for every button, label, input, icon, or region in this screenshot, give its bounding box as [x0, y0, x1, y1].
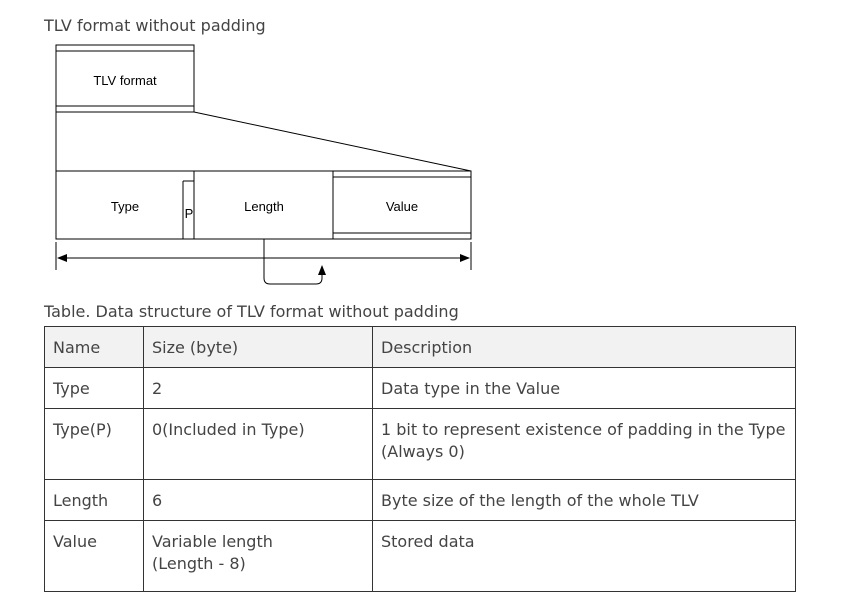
field-padding-label: P — [185, 206, 194, 221]
header-description: Description — [372, 326, 796, 368]
table-row: Type 2 Data type in the Value — [44, 367, 796, 409]
cell-size: 2 — [143, 367, 373, 409]
tlv-fields-row: Type P Length Value — [55, 170, 472, 240]
cell-size: 6 — [143, 479, 373, 521]
tlv-format-box: TLV format — [55, 44, 195, 113]
cell-name: Type(P) — [44, 408, 144, 480]
cell-size: 0(Included in Type) — [143, 408, 373, 480]
field-value-label: Value — [386, 199, 418, 214]
tlv-structure-diagram: TLV format Type P Length Value — [55, 44, 472, 285]
tlv-format-label: TLV format — [93, 73, 157, 88]
length-reference-connector — [263, 239, 326, 285]
field-length-label: Length — [244, 199, 284, 214]
header-name: Name — [44, 326, 144, 368]
cell-description: Stored data — [372, 520, 796, 592]
table-row: Length 6 Byte size of the length of the … — [44, 479, 796, 521]
field-type-label: Type — [111, 199, 139, 214]
cell-name: Value — [44, 520, 144, 592]
cell-description: Data type in the Value — [372, 367, 796, 409]
header-size: Size (byte) — [143, 326, 373, 368]
cell-description: 1 bit to represent existence of padding … — [372, 408, 796, 480]
table-row: Type(P) 0(Included in Type) 1 bit to rep… — [44, 408, 796, 480]
cell-name: Type — [44, 367, 144, 409]
cell-name: Length — [44, 479, 144, 521]
table-caption: Table. Data structure of TLV format with… — [44, 302, 459, 321]
table-row: Value Variable length (Length - 8) Store… — [44, 520, 796, 592]
table-header-row: Name Size (byte) Description — [44, 326, 796, 368]
cell-size: Variable length (Length - 8) — [143, 520, 373, 592]
figure-heading: TLV format without padding — [44, 16, 266, 35]
expansion-lines — [55, 111, 472, 172]
cell-description: Byte size of the length of the whole TLV — [372, 479, 796, 521]
tlv-data-structure-table: Name Size (byte) Description Type 2 Data… — [44, 326, 796, 592]
